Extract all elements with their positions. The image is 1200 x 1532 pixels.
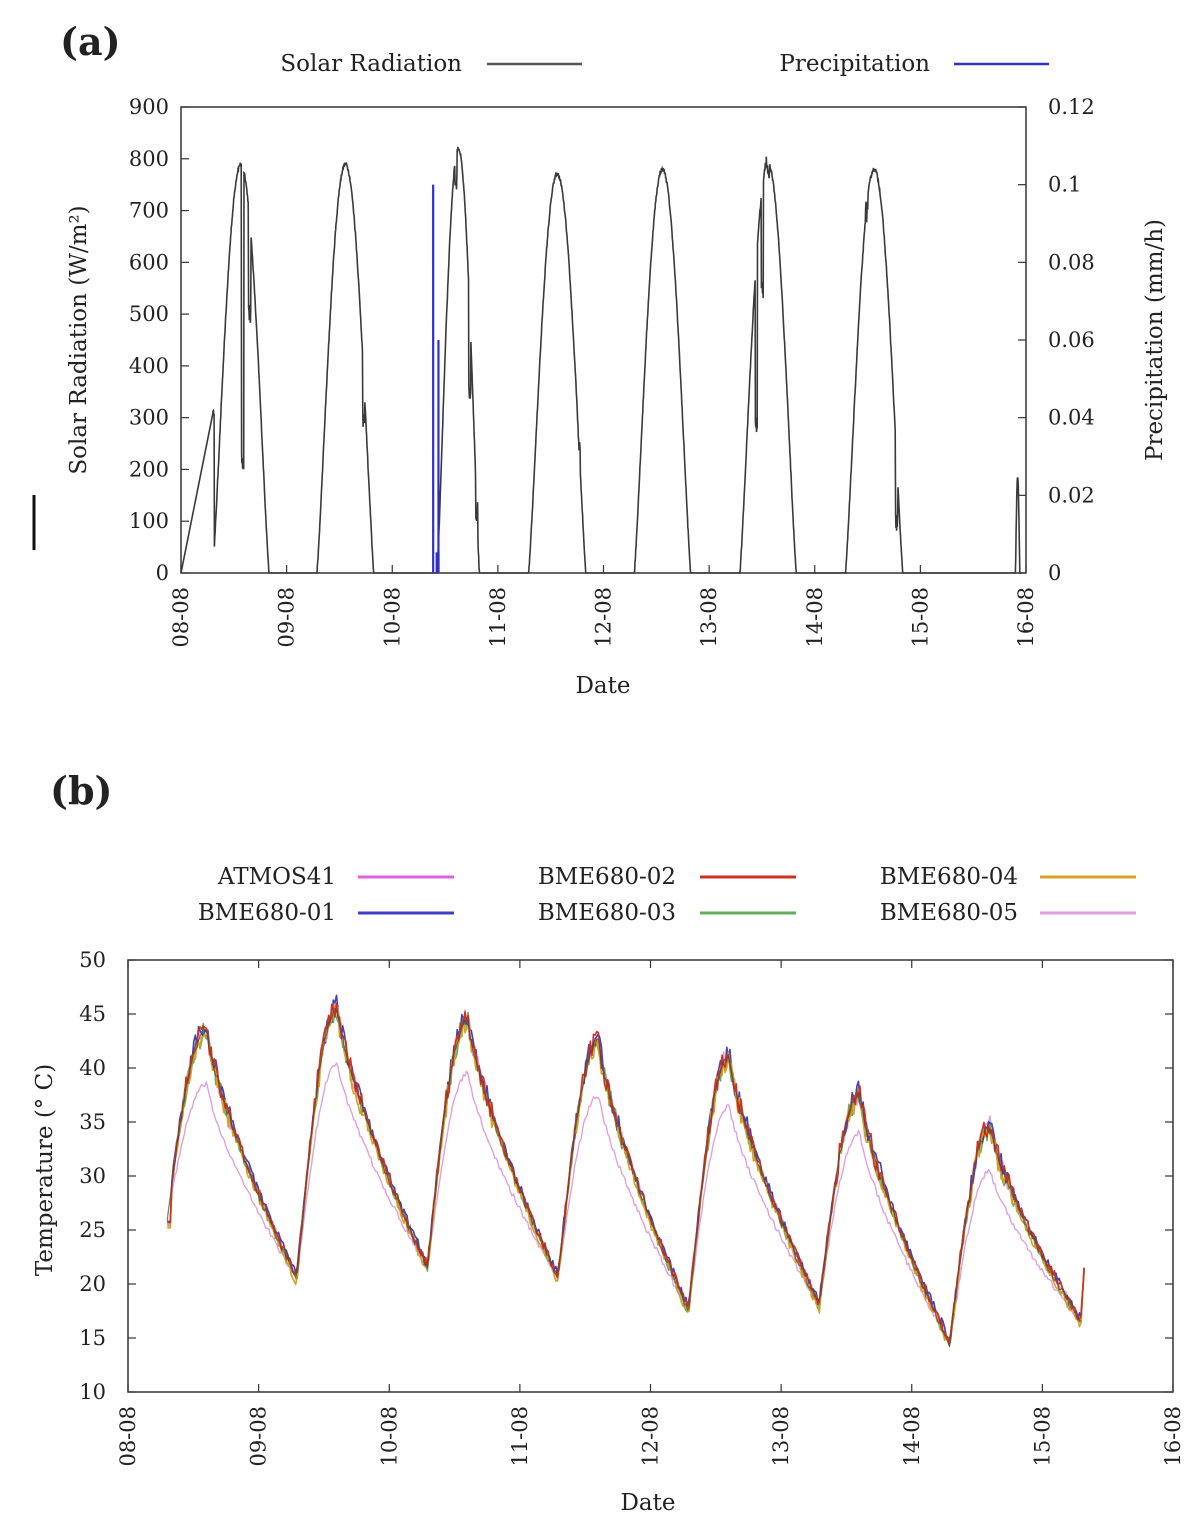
y-tick-label: 500 [129,302,169,326]
y-tick-label: 10 [79,1380,106,1404]
legend-entry-label: BME680-04 [880,864,1018,890]
y-tick-label: 40 [79,1056,106,1080]
x-tick-label: 16-08 [1014,587,1038,648]
y-tick-label: 100 [129,509,169,533]
legend-entry-label: BME680-02 [538,864,676,890]
series-bme680-04 [167,1004,1085,1344]
x-tick-label: 13-08 [769,1406,793,1467]
series-bme680-01 [167,994,1085,1340]
legend-entry-label: BME680-01 [198,900,336,926]
y-tick-label: 0 [156,561,169,585]
y-tick-label: 600 [129,250,169,274]
x-tick-label: 13-08 [697,587,721,648]
x-tick-label: 12-08 [639,1406,663,1467]
panel-b-legend: ATMOS41 BME680-02 BME680-04 BME680-01 BME680… [198,864,1136,926]
y-tick-label: 200 [129,457,169,481]
panel-a-y2-axis: 0 0.02 0.04 0.06 0.08 0.1 0.12 [1018,95,1095,585]
panel-a-x-axis: 08-08 09-08 10-08 11-08 12-08 13-08 14-08 15-08… [169,565,1038,648]
y-tick-label: 900 [129,95,169,119]
x-tick-label: 16-08 [1161,1406,1185,1467]
y-tick-label: 30 [79,1164,106,1188]
y-tick-label: 25 [79,1218,106,1242]
series-bme680-05 [167,1004,1085,1342]
series-dense-overlay [166,1007,1082,1349]
panel-a-y-label: Solar Radiation (W/m²) [66,205,92,474]
panel-b-plot-frame [127,959,1174,1393]
panel-a-y-axis: 0 100 200 300 400 500 600 700 800 900 [129,95,189,585]
legend-precip-label: Precipitation [779,51,930,77]
series-solar-radiation [180,146,1022,574]
legend-solar-label: Solar Radiation [280,51,462,77]
legend-entry-label: BME680-05 [880,900,1018,926]
x-tick-label: 10-08 [377,1406,401,1467]
panel-b-data [166,994,1085,1349]
series-bme680-02 [167,1002,1085,1345]
y-tick-label: 300 [129,406,169,430]
panel-b-x-label: Date [620,1490,675,1516]
panel-a-solar-precip: (a) Solar Radiation Precipitation 0 100 20… [32,19,1168,699]
y2-tick-label: 0.08 [1048,250,1095,274]
y2-tick-label: 0.02 [1048,483,1095,507]
x-tick-label: 08-08 [169,587,193,648]
y2-tick-label: 0.04 [1048,406,1095,430]
panel-b-x-axis: 08-08 09-08 10-08 11-08 12-08 13-08 14-08 15-08… [116,960,1185,1467]
x-tick-label: 15-08 [1030,1406,1054,1467]
y2-tick-label: 0.06 [1048,328,1095,352]
y-tick-label: 800 [129,147,169,171]
y-tick-label: 20 [79,1272,106,1296]
panel-a-x-label: Date [575,673,630,699]
y-tick-label: 15 [79,1326,106,1350]
panel-a-label: (a) [60,19,121,64]
panel-b-y-axis: 10 15 20 25 30 35 40 45 50 [79,948,1173,1404]
x-tick-label: 08-08 [116,1406,140,1467]
y-tick-label: 45 [79,1002,106,1026]
y-tick-label: 35 [79,1110,106,1134]
panel-a-data [180,146,1022,574]
y-tick-label: 700 [129,199,169,223]
x-tick-label: 11-08 [486,587,510,648]
x-tick-label: 09-08 [247,1406,271,1467]
y2-tick-label: 0.12 [1048,95,1095,119]
y2-tick-label: 0.1 [1048,173,1081,197]
y-tick-label: 400 [129,354,169,378]
legend-entry-label: ATMOS41 [217,864,336,890]
legend-entry-label: BME680-03 [538,900,676,926]
x-tick-label: 12-08 [592,587,616,648]
panel-b-temperature: (b) ATMOS41 BME680-02 BME680-04 BME680-01 BM… [32,768,1185,1516]
panel-a-y2-label: Precipitation (mm/h) [1142,219,1168,461]
panel-b-y-label: Temperature (° C) [32,1064,58,1276]
x-tick-label: 11-08 [508,1406,532,1467]
x-tick-label: 15-08 [908,587,932,648]
y2-tick-label: 0 [1048,561,1061,585]
x-tick-label: 14-08 [900,1406,924,1467]
x-tick-label: 10-08 [380,587,404,648]
x-tick-label: 09-08 [275,587,299,648]
panel-a-legend: Solar Radiation Precipitation [280,51,1049,77]
series-atmos41 [167,1062,1085,1343]
panel-b-label: (b) [50,768,113,813]
x-tick-label: 14-08 [803,587,827,648]
y-tick-label: 50 [79,948,106,972]
